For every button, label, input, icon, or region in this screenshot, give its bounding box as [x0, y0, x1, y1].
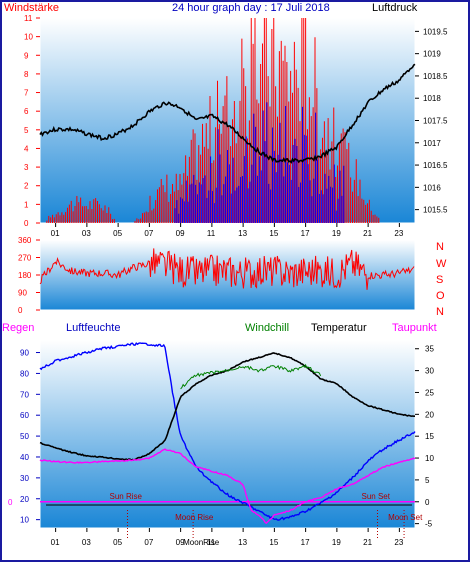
wind-direction-line — [39, 248, 415, 290]
rain-label: Regen — [2, 322, 34, 334]
humidity-tick-label: 20 — [20, 495, 29, 504]
temperature-tick-label: 35 — [425, 345, 434, 354]
hour-tick-label: 15 — [269, 538, 278, 547]
hour-tick-label: 07 — [144, 229, 153, 238]
direction-tick-label: 360 — [18, 236, 32, 245]
temperature-tick-label: 30 — [425, 367, 434, 376]
wind-dir-label-w: W — [436, 258, 447, 270]
wind-dir-label-s: S — [436, 274, 443, 286]
hour-tick-label: 19 — [332, 229, 341, 238]
freezing-line-label: 0 — [8, 498, 13, 507]
temperature-tick-label: 15 — [425, 432, 434, 441]
hour-tick-label: 13 — [238, 229, 247, 238]
hour-tick-label: 19 — [332, 538, 341, 547]
pressure-tick-label: 1015.5 — [423, 206, 448, 215]
event-label: Sun Rise — [110, 492, 143, 501]
temperature-tick-label: 20 — [425, 410, 434, 419]
temperature-label: Temperatur — [311, 322, 367, 334]
windchill-line — [180, 363, 322, 390]
hour-tick-label: 11 — [207, 229, 216, 238]
hour-tick-label: 11 — [207, 538, 216, 547]
pressure-tick-label: 1018 — [423, 94, 441, 103]
hour-tick-label: 09 — [176, 229, 185, 238]
humidity-temperature-panel — [39, 339, 416, 529]
direction-tick-label: 0 — [18, 306, 23, 315]
wind-tick-label: 3 — [24, 163, 29, 172]
wind-direction-panel — [39, 239, 416, 311]
humidity-tick-label: 80 — [20, 369, 29, 378]
wind-dir-label-n-top: N — [436, 241, 444, 253]
pressure-tick-label: 1018.5 — [423, 72, 448, 81]
hour-tick-label: 05 — [113, 538, 122, 547]
humidity-tick-label: 60 — [20, 411, 29, 420]
hour-tick-label: 01 — [51, 229, 60, 238]
humidity-tick-label: 50 — [20, 432, 29, 441]
wind-tick-label: 2 — [24, 182, 29, 191]
hour-tick-label: 01 — [51, 538, 60, 547]
direction-tick-label: 180 — [18, 271, 32, 280]
dewpoint-label: Taupunkt — [392, 322, 437, 334]
humidity-tick-label: 90 — [20, 349, 29, 358]
chart-title: 24 hour graph day : 17 Juli 2018 — [172, 2, 330, 14]
wind-tick-label: 6 — [24, 107, 29, 116]
hour-tick-label: 03 — [82, 229, 91, 238]
temperature-tick-label: -5 — [425, 520, 433, 529]
windchill-label: Windchill — [245, 322, 289, 334]
event-label: Moon Set — [388, 513, 423, 522]
hour-tick-label: 21 — [363, 229, 372, 238]
pressure-tick-label: 1016.5 — [423, 161, 448, 170]
wind-tick-label: 4 — [24, 144, 29, 153]
wind-tick-label: 9 — [24, 51, 29, 60]
wind-tick-label: 11 — [24, 14, 33, 23]
wind-dir-label-n-bottom: N — [436, 306, 444, 318]
hour-tick-label: 21 — [363, 538, 372, 547]
wind-tick-label: 8 — [24, 70, 29, 79]
pressure-line — [39, 63, 416, 164]
hour-tick-label: 05 — [113, 229, 122, 238]
wind-tick-label: 7 — [24, 89, 29, 98]
event-label: Sun Set — [362, 492, 391, 501]
humidity-tick-label: 10 — [20, 516, 29, 525]
moonrise-axis-label: MoonRise — [183, 538, 220, 547]
wind-tick-label: 5 — [24, 126, 29, 135]
hour-tick-label: 23 — [394, 229, 403, 238]
hour-tick-label: 07 — [144, 538, 153, 547]
direction-tick-label: 90 — [18, 289, 27, 298]
direction-tick-label: 270 — [18, 254, 32, 263]
pressure-tick-label: 1017.5 — [423, 117, 448, 126]
wind-tick-label: 0 — [24, 219, 29, 228]
hour-tick-label: 17 — [301, 538, 310, 547]
humidity-tick-label: 70 — [20, 390, 29, 399]
humidity-line — [39, 342, 416, 521]
wind-axis-title: Windstärke — [4, 2, 59, 14]
pressure-axis-title: Luftdruck — [372, 2, 418, 14]
temperature-tick-label: 0 — [425, 498, 430, 507]
event-label: Moon Rise — [175, 513, 214, 522]
pressure-tick-label: 1019.5 — [423, 27, 448, 36]
wind-dir-label-o: O — [436, 290, 445, 302]
humidity-tick-label: 40 — [20, 453, 29, 462]
hour-tick-label: 13 — [238, 538, 247, 547]
pressure-tick-label: 1019 — [423, 50, 441, 59]
humidity-tick-label: 30 — [20, 474, 29, 483]
hour-tick-label: 15 — [269, 229, 278, 238]
hour-tick-label: 09 — [176, 538, 185, 547]
pressure-tick-label: 1017 — [423, 139, 441, 148]
hour-tick-label: 03 — [82, 538, 91, 547]
pressure-tick-label: 1016 — [423, 183, 441, 192]
wind-tick-label: 1 — [24, 200, 29, 209]
temperature-tick-label: 5 — [425, 476, 430, 485]
humidity-label: Luftfeuchte — [66, 322, 120, 334]
hour-tick-label: 17 — [301, 229, 310, 238]
dewpoint-line — [39, 448, 416, 525]
temperature-tick-label: 25 — [425, 388, 434, 397]
hour-tick-label: 23 — [394, 538, 403, 547]
wind-tick-label: 10 — [24, 33, 33, 42]
temperature-tick-label: 10 — [425, 454, 434, 463]
